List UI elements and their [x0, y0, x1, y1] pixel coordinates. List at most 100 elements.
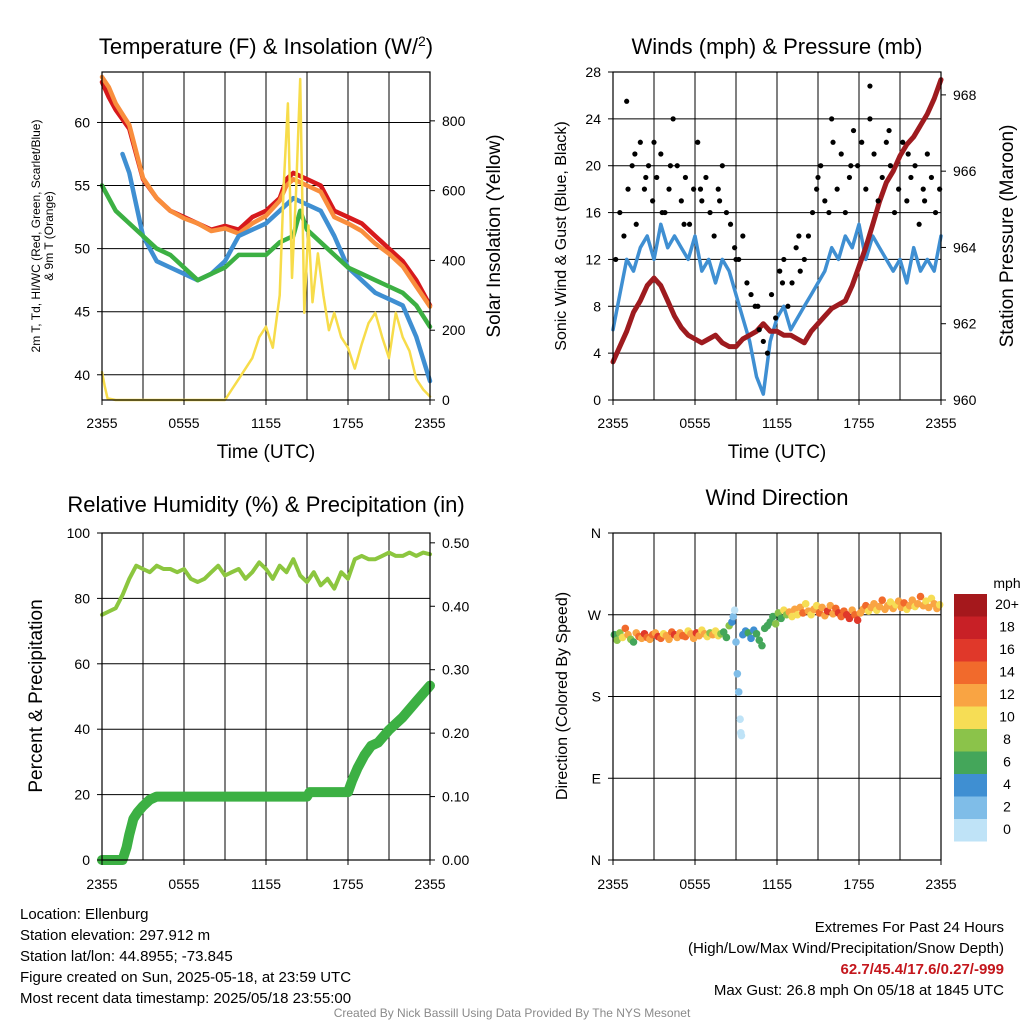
tick-label-left: 60 [74, 114, 90, 130]
gust-point [855, 163, 861, 169]
gust-point [801, 256, 807, 263]
tick-label-right: 400 [442, 252, 466, 268]
gust-point [850, 127, 857, 134]
gust-point [633, 221, 639, 227]
gust-point [922, 198, 928, 204]
gust-point [659, 209, 665, 216]
gust-point [719, 163, 725, 169]
tick-label-x: 1155 [251, 876, 281, 892]
gust-point [740, 233, 746, 239]
gust-point [645, 163, 652, 169]
direction-point [732, 638, 740, 646]
tick-label-x: 0555 [679, 876, 710, 892]
gust-point [744, 280, 750, 286]
tick-label-left: E [592, 770, 601, 786]
direction-point [916, 592, 925, 601]
tick-label-right: 600 [442, 183, 466, 199]
gust-point [826, 209, 832, 216]
chart-rh: 0 20 40 60 80 100 0.00 0.10 0.20 0.30 0.40 0.50 2355… [26, 492, 469, 892]
gust-point [932, 209, 939, 216]
direction-point [736, 715, 744, 724]
colorbar-label: 4 [1003, 776, 1011, 792]
gust-point [805, 233, 812, 239]
gust-point [629, 163, 635, 169]
direction-point [730, 606, 739, 615]
gust-point [613, 256, 619, 263]
chart-title: Winds (mph) & Pressure (mb) [632, 34, 923, 59]
tick-label-x: 2355 [597, 415, 628, 431]
gust-point [768, 291, 775, 298]
gust-point [686, 221, 693, 227]
gust-point [859, 139, 865, 145]
gust-point [617, 209, 623, 216]
direction-point [729, 612, 738, 621]
tick-label-left: 20 [74, 787, 90, 803]
gust-point [818, 163, 824, 169]
tick-label-left: 0 [593, 392, 601, 408]
gust-point [715, 186, 721, 192]
tick-label-left: S [592, 689, 601, 705]
gust-point [924, 151, 930, 157]
series-precipitation [97, 680, 435, 865]
tick-label-left: 40 [74, 721, 90, 737]
tick-label-x: 0555 [168, 415, 199, 431]
gust-point [625, 186, 631, 192]
gust-point [732, 245, 738, 251]
colorbar-swatch [954, 774, 987, 797]
y-axis-label-left: 2m T, Td, HI/WC (Red, Green, Scarlet/Blu… [29, 120, 43, 353]
gust-point [886, 127, 892, 134]
gust-point [809, 209, 816, 216]
colorbar-swatch [954, 661, 987, 684]
y-axis-label-left-2: & 9m T (Orange) [42, 191, 56, 281]
station-info: Location: Ellenburg Station elevation: 2… [20, 904, 351, 1009]
tick-label-left: 20 [585, 158, 601, 174]
gust-point [651, 139, 657, 145]
gust-point [727, 221, 734, 227]
direction-point [935, 600, 944, 609]
gust-point [748, 291, 754, 298]
tick-label-left: 50 [74, 241, 90, 257]
direction-point [771, 620, 780, 628]
tick-label-x: 1155 [762, 415, 792, 431]
tick-label-right: 0.20 [442, 725, 469, 741]
direction-point [845, 614, 854, 623]
tick-label-left: W [588, 607, 602, 623]
series-gust [613, 83, 943, 356]
gust-point [764, 350, 771, 356]
tick-label-left: 100 [67, 525, 91, 541]
gust-point [658, 151, 664, 157]
direction-point [853, 616, 862, 624]
x-axis-label: Time (UTC) [728, 442, 827, 463]
direction-point [737, 731, 746, 740]
gust-point [785, 303, 791, 309]
direction-point [769, 612, 777, 621]
tick-label-right: 960 [953, 392, 977, 408]
gust-point [781, 256, 787, 263]
tick-label-right: 0.40 [442, 598, 469, 614]
credit-text: Created By Nick Bassill Using Data Provi… [333, 1006, 691, 1020]
gust-point [887, 163, 894, 169]
series-hi-wc [120, 151, 433, 384]
colorbar-label: 16 [999, 641, 1015, 657]
gust-point [717, 198, 723, 204]
gust-point [822, 198, 828, 204]
gust-point [883, 139, 889, 145]
gust-point [905, 151, 911, 157]
gust-point [666, 186, 672, 192]
series-station-pressure [610, 77, 944, 365]
gust-point [815, 174, 821, 181]
y-axis-label-left: Percent & Precipitation [26, 599, 47, 792]
tick-label-left: 16 [585, 205, 601, 221]
gust-point [667, 163, 674, 169]
gust-point [624, 98, 630, 104]
direction-point [801, 600, 810, 608]
gust-point [838, 151, 844, 157]
direction-point [747, 634, 755, 643]
gust-point [863, 186, 869, 192]
tick-label-left: 60 [74, 656, 90, 672]
tick-label-x: 1755 [843, 415, 874, 431]
max-gust-text: Max Gust: 26.8 mph On 05/18 at 1845 UTC [713, 982, 1004, 999]
y-axis-label-left: Sonic Wind & Gust (Blue, Black) [553, 121, 570, 350]
tick-label-left: N [591, 852, 601, 868]
